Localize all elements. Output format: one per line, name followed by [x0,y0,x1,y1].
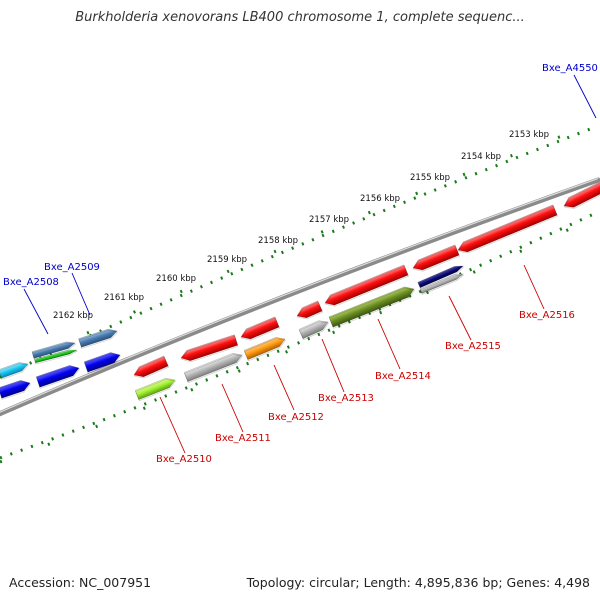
ruler-tick-label: 2154 kbp [461,152,501,162]
gene-callout-line [71,272,91,316]
gene-callout-line [159,396,186,454]
ruler-tick-label: 2156 kbp [360,194,400,204]
gene-callout-line [273,364,295,411]
gene-label-a2516[interactable]: Bxe_A2516 [519,310,575,321]
ruler-tick-label: 2153 kbp [509,130,549,140]
ruler-tick-labels: 2153 kbp 2154 kbp 2155 kbp 2156 kbp 2157 kbp… [53,130,549,321]
ruler-tick-label: 2160 kbp [156,274,196,284]
ruler-tick-label: 2158 kbp [258,236,298,246]
gene-arrow[interactable] [328,284,417,329]
gene-callout-line [221,383,244,433]
gene-arrow[interactable] [243,334,287,362]
gene-callout-line [523,264,545,310]
gene-callout-line [573,74,597,119]
gene-label-a2508[interactable]: Bxe_A2508 [3,277,59,288]
gene-label-a2509[interactable]: Bxe_A2509 [44,262,100,273]
gene-callout-line [23,288,49,335]
gene-arrow[interactable] [0,360,30,380]
gene-arrow-a2516[interactable] [456,204,559,256]
gene-callout-line [448,295,472,341]
gene-arrow-a2515[interactable] [411,244,461,274]
gene-arrow-a2509[interactable] [78,327,119,349]
gene-arrow[interactable] [83,350,122,374]
gene-arrow-a2513[interactable] [295,300,324,322]
gene-arrow-a2508[interactable] [31,340,77,361]
gene-track[interactable] [0,180,600,402]
gene-arrow-a2510[interactable] [132,355,170,381]
gene-arrow-a2511[interactable] [179,334,239,365]
backbone-highlight [0,177,599,413]
gene-label-outer[interactable]: Bxe_A4550 [542,63,598,74]
gene-label-a2510[interactable]: Bxe_A2510 [156,454,212,465]
ruler-tick-label: 2157 kbp [309,215,349,225]
backbone-arc [0,177,600,417]
gene-callout-line [321,338,345,393]
topology-summary: Topology: circular; Length: 4,895,836 bp… [246,575,590,590]
gene-label-a2513[interactable]: Bxe_A2513 [318,393,374,404]
gene-label-a2514[interactable]: Bxe_A2514 [375,371,431,382]
gene-callout-line [377,318,401,370]
ruler-tick-label: 2155 kbp [410,173,450,183]
map-title: Burkholderia xenovorans LB400 chromosome… [75,10,525,25]
gene-label-a2511[interactable]: Bxe_A2511 [215,433,271,444]
ruler-tracks [0,120,600,464]
gene-arrow[interactable] [35,363,81,389]
gene-arrow-a2512[interactable] [239,316,281,343]
gene-label-callouts: Bxe_A4550Bxe_A2509Bxe_A2508Bxe_A2510Bxe_… [3,63,598,465]
accession-text: Accession: NC_007951 [9,575,152,590]
gene-arrow[interactable] [0,378,32,400]
gene-arrow-a2514[interactable] [323,264,410,309]
ruler-tick-label: 2161 kbp [104,293,144,303]
gene-arrow[interactable] [183,350,244,384]
gene-label-a2512[interactable]: Bxe_A2512 [268,412,324,423]
gene-arrow-a2508-inner[interactable] [34,348,78,365]
gene-arrow[interactable] [417,263,465,290]
ruler-tick-label: 2159 kbp [207,255,247,265]
gene-arrow[interactable] [419,272,465,295]
gene-label-a2515[interactable]: Bxe_A2515 [445,341,501,352]
gene-arrow[interactable] [134,375,177,402]
ruler-tick-label: 2162 kbp [53,311,93,321]
gene-arrow[interactable] [298,317,331,341]
gene-arrow[interactable] [562,180,600,212]
